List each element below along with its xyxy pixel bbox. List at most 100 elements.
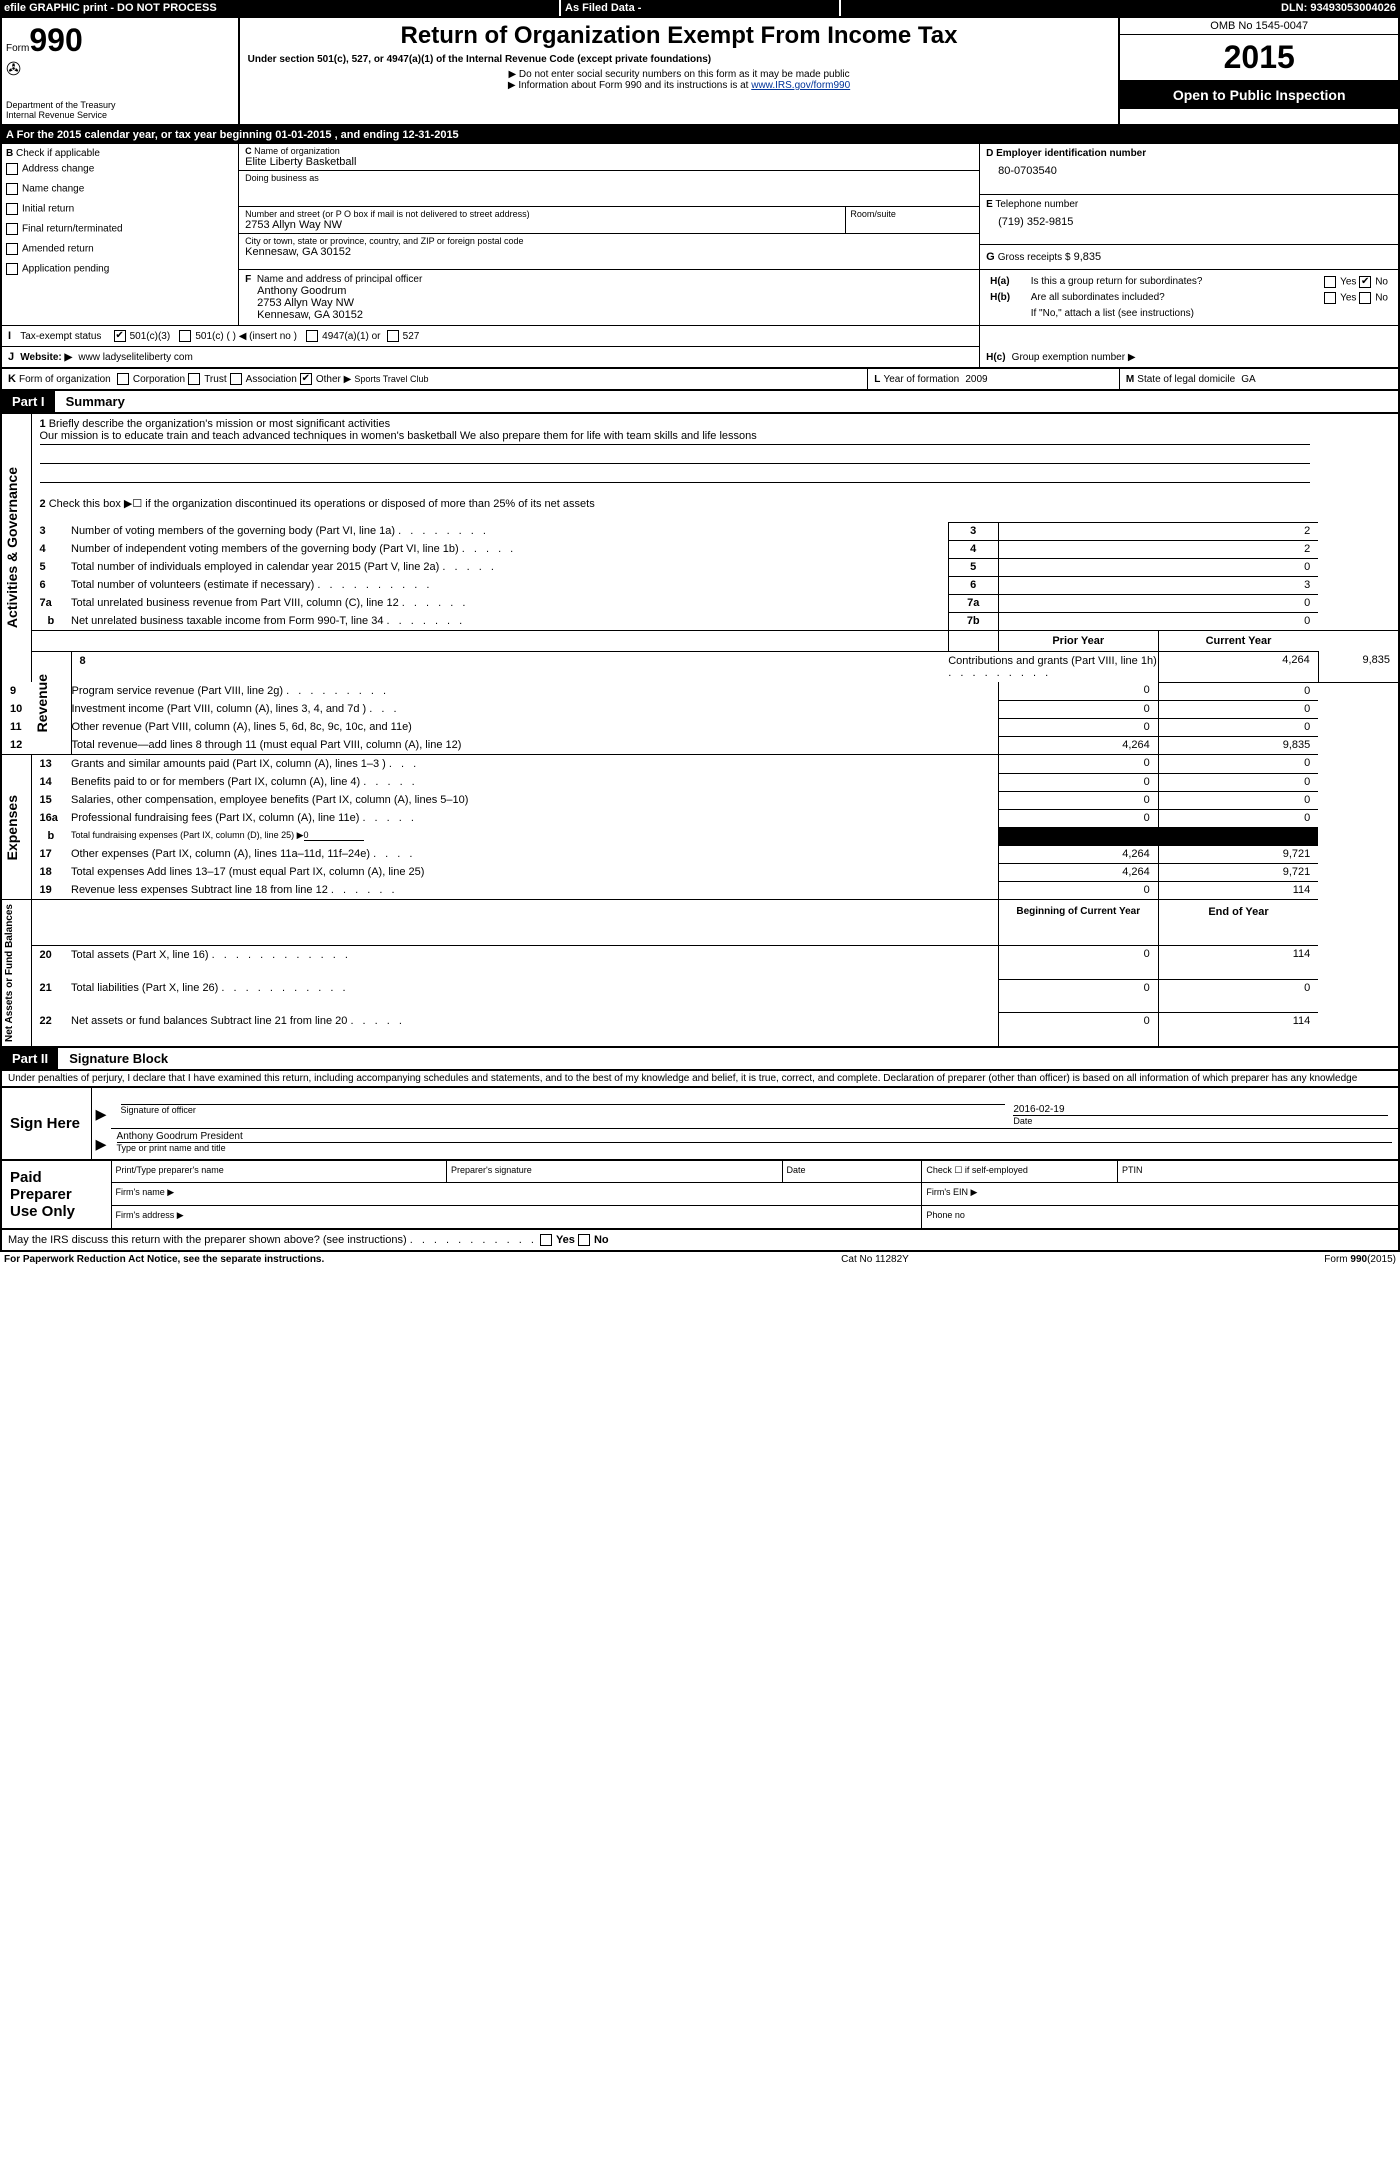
prior-val: 0 xyxy=(998,1012,1158,1047)
prior-val: 0 xyxy=(998,700,1158,718)
row-num: 8 xyxy=(71,652,948,683)
trust-checkbox[interactable] xyxy=(188,373,200,385)
summary-row-4: 4 Number of independent voting members o… xyxy=(1,540,1399,558)
501c3-checkbox[interactable] xyxy=(114,330,126,342)
firm-addr-label: Firm's address ▶ xyxy=(111,1205,922,1228)
part-ii-header: Part II Signature Block xyxy=(0,1048,1400,1071)
info-note: ▶ Information about Form 990 and its ins… xyxy=(248,80,1111,91)
row-text: Total revenue—add lines 8 through 11 (mu… xyxy=(72,739,462,751)
state-domicile-value: GA xyxy=(1241,374,1255,385)
row-num: 20 xyxy=(31,945,71,979)
row-text: Number of voting members of the governin… xyxy=(71,525,395,537)
self-employed-label: Check ☐ if self-employed xyxy=(922,1161,1118,1183)
hb-yes-checkbox[interactable] xyxy=(1324,292,1336,304)
assoc-checkbox[interactable] xyxy=(230,373,242,385)
box-num: 4 xyxy=(948,540,998,558)
501c-checkbox[interactable] xyxy=(179,330,191,342)
ptin-label: PTIN xyxy=(1118,1161,1399,1183)
row-text: Other expenses (Part IX, column (A), lin… xyxy=(71,848,370,860)
final-return-checkbox[interactable] xyxy=(6,223,18,235)
hb-yes: Yes xyxy=(1340,292,1356,303)
ha-yes-checkbox[interactable] xyxy=(1324,276,1336,288)
type-print-label: Type or print name and title xyxy=(117,1143,1392,1153)
city-label: City or town, state or province, country… xyxy=(245,236,973,246)
tax-year: 2015 xyxy=(1120,35,1398,81)
line-i-label: I xyxy=(8,330,11,342)
row-text: Revenue less expenses Subtract line 18 f… xyxy=(71,884,328,896)
ein-value: 80-0703540 xyxy=(986,165,1392,177)
hc-text: Group exemption number ▶ xyxy=(1012,352,1136,363)
q2-label: 2 xyxy=(40,498,46,510)
name-of-org-label: Name of organization xyxy=(254,146,340,156)
ha-no: No xyxy=(1375,276,1388,287)
app-pending-checkbox[interactable] xyxy=(6,263,18,275)
hb-no-checkbox[interactable] xyxy=(1359,292,1371,304)
irs-link[interactable]: www.IRS.gov/form990 xyxy=(751,80,850,91)
firm-name-label: Firm's name ▶ xyxy=(111,1183,922,1206)
initial-return-label: Initial return xyxy=(22,204,74,215)
dept-treasury: Department of the Treasury xyxy=(6,100,234,110)
box-b-check: Check if applicable xyxy=(16,148,100,159)
current-val: 9,721 xyxy=(1158,863,1318,881)
black-cell xyxy=(1158,827,1318,845)
4947-checkbox[interactable] xyxy=(306,330,318,342)
form-label: Form990 xyxy=(6,22,234,59)
row-num: 15 xyxy=(31,791,71,809)
current-val: 114 xyxy=(1158,881,1318,900)
row-val: 2 xyxy=(998,522,1318,540)
name-change-checkbox[interactable] xyxy=(6,183,18,195)
paid-preparer-block: Paid Preparer Use Only Print/Type prepar… xyxy=(0,1161,1400,1230)
sign-here-label: Sign Here xyxy=(1,1087,91,1160)
other-checkbox[interactable] xyxy=(300,373,312,385)
box-g-label: G xyxy=(986,251,995,263)
row-num: 17 xyxy=(31,845,71,863)
box-f-label: F xyxy=(245,274,251,285)
discuss-yes-checkbox[interactable] xyxy=(540,1234,552,1246)
paid-preparer-label: Paid Preparer Use Only xyxy=(1,1161,111,1229)
final-return-label: Final return/terminated xyxy=(22,224,123,235)
part-ii-title: Signature Block xyxy=(61,1051,168,1066)
org-address: 2753 Allyn Way NW xyxy=(245,219,839,231)
ha-no-checkbox[interactable] xyxy=(1359,276,1371,288)
row-num: 3 xyxy=(31,522,71,540)
box-e-label: E xyxy=(986,199,993,210)
tax-end: 12-31-2015 xyxy=(402,129,458,141)
sidebar-ag: Activities & Governance xyxy=(2,463,22,632)
row-text: Number of independent voting members of … xyxy=(71,543,459,555)
row-num: 19 xyxy=(31,881,71,900)
527-label: 527 xyxy=(403,331,420,342)
row-text: Net unrelated business taxable income fr… xyxy=(71,615,383,627)
corp-checkbox[interactable] xyxy=(117,373,129,385)
summary-row-7a: 7a Total unrelated business revenue from… xyxy=(1,594,1399,612)
website-value: www ladyseliteliberty com xyxy=(78,352,192,363)
prior-val: 0 xyxy=(998,773,1158,791)
row-num: 12 xyxy=(1,736,31,755)
summary-table: Activities & Governance 1 Briefly descri… xyxy=(0,414,1400,1049)
tax-exempt-label: Tax-exempt status xyxy=(20,331,101,342)
sidebar-rev: Revenue xyxy=(32,670,52,736)
hc-label: H(c) xyxy=(986,352,1005,363)
initial-return-checkbox[interactable] xyxy=(6,203,18,215)
hb-text: Are all subordinates included? xyxy=(1027,290,1288,306)
phone-value: (719) 352-9815 xyxy=(986,216,1392,228)
527-checkbox[interactable] xyxy=(387,330,399,342)
other-value: Sports Travel Club xyxy=(354,374,428,384)
officer-city: Kennesaw, GA 30152 xyxy=(257,309,973,321)
row-val: 3 xyxy=(998,576,1318,594)
exp-row-15: 15 Salaries, other compensation, employe… xyxy=(1,791,1399,809)
4947-label: 4947(a)(1) or xyxy=(322,331,380,342)
current-val: 0 xyxy=(1158,809,1318,827)
dln: DLN: 93493053004026 xyxy=(840,0,1400,16)
prior-val: 4,264 xyxy=(998,845,1158,863)
return-title: Return of Organization Exempt From Incom… xyxy=(248,22,1111,50)
efile-text: efile GRAPHIC print - DO NOT PROCESS xyxy=(0,0,560,16)
current-val: 0 xyxy=(1158,700,1318,718)
sign-here-block: Sign Here ▸ Signature of officer 2016-02… xyxy=(0,1086,1400,1161)
amended-checkbox[interactable] xyxy=(6,243,18,255)
gross-receipts-label: Gross receipts $ xyxy=(998,252,1071,263)
bottom-footer: For Paperwork Reduction Act Notice, see … xyxy=(0,1252,1400,1267)
other-label: Other ▶ xyxy=(316,374,351,385)
discuss-no-checkbox[interactable] xyxy=(578,1234,590,1246)
addr-change-checkbox[interactable] xyxy=(6,163,18,175)
box-num: 5 xyxy=(948,558,998,576)
